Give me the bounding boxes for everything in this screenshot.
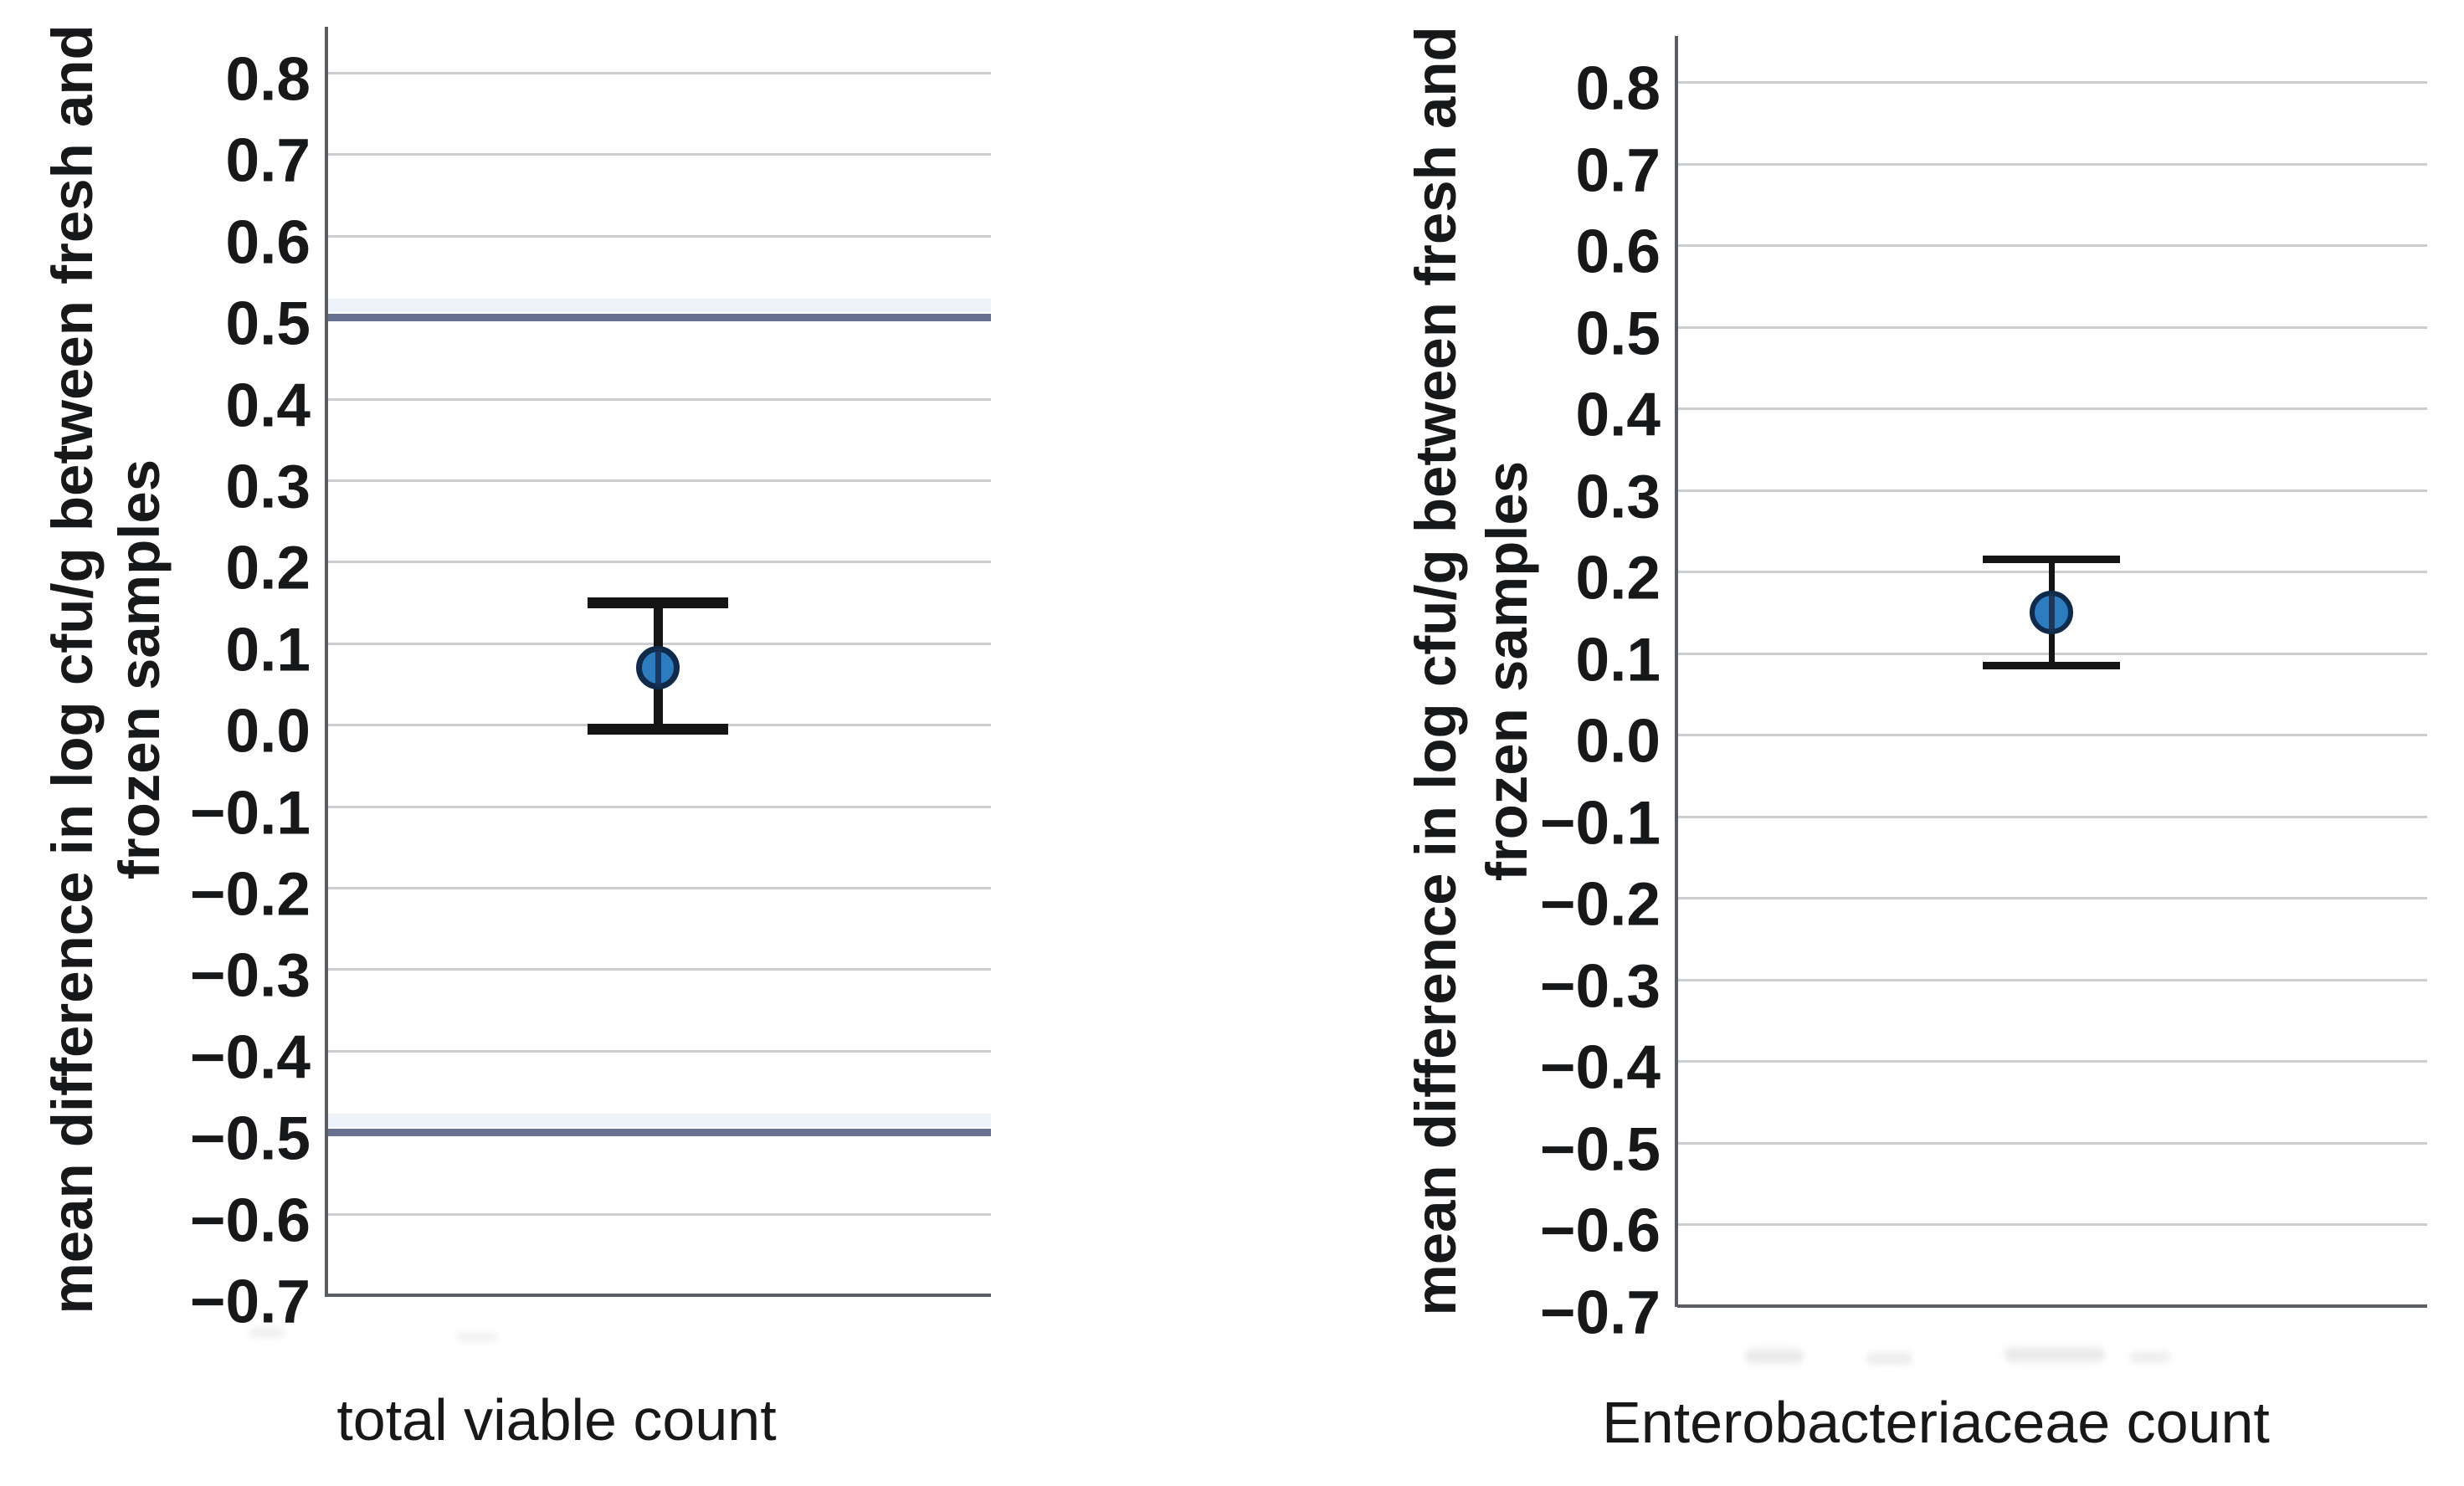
y-tick-label: −0.6	[1539, 1196, 1661, 1265]
gridline	[1677, 489, 2427, 492]
scan-smudge	[249, 1327, 285, 1338]
gridline	[327, 561, 991, 564]
equivalence-line-band	[327, 1114, 991, 1128]
y-tick-label: 0.7	[225, 126, 311, 195]
scan-smudge	[456, 1332, 498, 1342]
gridline	[1677, 162, 2427, 166]
gridline	[1677, 978, 2427, 981]
y-tick-label: 0.7	[1575, 136, 1661, 204]
error-bar-through-marker	[2048, 592, 2055, 632]
y-tick-label: −0.3	[1539, 952, 1661, 1020]
y-tick-label: −0.7	[1539, 1278, 1661, 1346]
y-tick-label: −0.1	[1539, 789, 1661, 857]
scan-smudge	[2130, 1351, 2170, 1363]
y-tick-label: −0.5	[189, 1104, 311, 1173]
error-bar-cap-bottom	[1983, 661, 2120, 669]
y-tick-label: 0.8	[1575, 54, 1661, 123]
gridline	[327, 968, 991, 971]
y-tick-label: 0.2	[225, 534, 311, 602]
gridline	[327, 72, 991, 74]
gridline	[327, 397, 991, 401]
error-bar-through-marker	[654, 648, 661, 688]
y-tick-label: 0.5	[225, 290, 311, 358]
y-tick-label: 0.3	[1575, 463, 1661, 530]
y-tick-label: −0.6	[189, 1186, 311, 1255]
gridline	[1677, 1060, 2427, 1063]
x-axis-label-enterobacteriaceae-count: Enterobacteriaceae count	[1602, 1390, 2270, 1455]
error-bar-cap-top	[588, 597, 728, 608]
gridline	[327, 1049, 991, 1053]
scan-smudge	[1866, 1352, 1912, 1365]
gridline	[1677, 1141, 2427, 1145]
gridline	[1677, 244, 2427, 247]
equivalence-line	[327, 314, 991, 322]
scan-smudge	[1745, 1349, 1804, 1364]
gridline	[327, 805, 991, 808]
y-tick-label: 0.1	[225, 616, 311, 684]
x-axis-label-total-viable-count: total viable count	[336, 1387, 777, 1453]
gridline	[1677, 1223, 2427, 1226]
gridline	[1677, 325, 2427, 329]
y-tick-label: −0.2	[189, 860, 311, 929]
y-tick-label: 0.4	[1575, 381, 1661, 449]
gridline	[327, 1212, 991, 1216]
gridline	[327, 887, 991, 889]
y-tick-label: −0.5	[1539, 1115, 1661, 1183]
y-axis-line	[1675, 36, 1678, 1307]
y-tick-label: −0.4	[189, 1023, 311, 1092]
gridline	[1677, 407, 2427, 410]
y-tick-label: −0.1	[189, 779, 311, 848]
y-tick-label: 0.0	[1575, 707, 1661, 776]
y-tick-label: −0.3	[189, 941, 311, 1010]
x-axis-line	[1677, 1304, 2427, 1308]
y-tick-label: 0.6	[225, 208, 311, 277]
equivalence-line	[327, 1129, 991, 1137]
gridline	[1677, 897, 2427, 899]
y-tick-label: 0.0	[225, 697, 311, 766]
y-tick-label: 0.4	[225, 372, 311, 440]
y-tick-label: −0.7	[189, 1268, 311, 1336]
y-tick-label: 0.6	[1575, 218, 1661, 286]
y-tick-label: 0.2	[1575, 544, 1661, 612]
y-axis-line	[325, 27, 328, 1297]
error-bar-cap-top	[1983, 555, 2120, 563]
gridline	[1677, 815, 2427, 818]
equivalence-line-band	[327, 299, 991, 313]
gridline	[327, 153, 991, 156]
y-tick-label: −0.2	[1539, 870, 1661, 939]
y-tick-label: 0.1	[1575, 626, 1661, 694]
y-tick-label: −0.4	[1539, 1033, 1661, 1102]
y-tick-label: 0.8	[225, 45, 311, 114]
y-tick-label: 0.3	[225, 453, 311, 521]
y-tick-label: 0.5	[1575, 300, 1661, 367]
x-axis-line	[327, 1294, 991, 1297]
error-bar-cap-bottom	[588, 723, 728, 735]
gridline	[1677, 734, 2427, 736]
gridline	[327, 479, 991, 482]
scan-smudge	[2005, 1347, 2105, 1362]
gridline	[327, 234, 991, 238]
gridline	[1677, 81, 2427, 84]
